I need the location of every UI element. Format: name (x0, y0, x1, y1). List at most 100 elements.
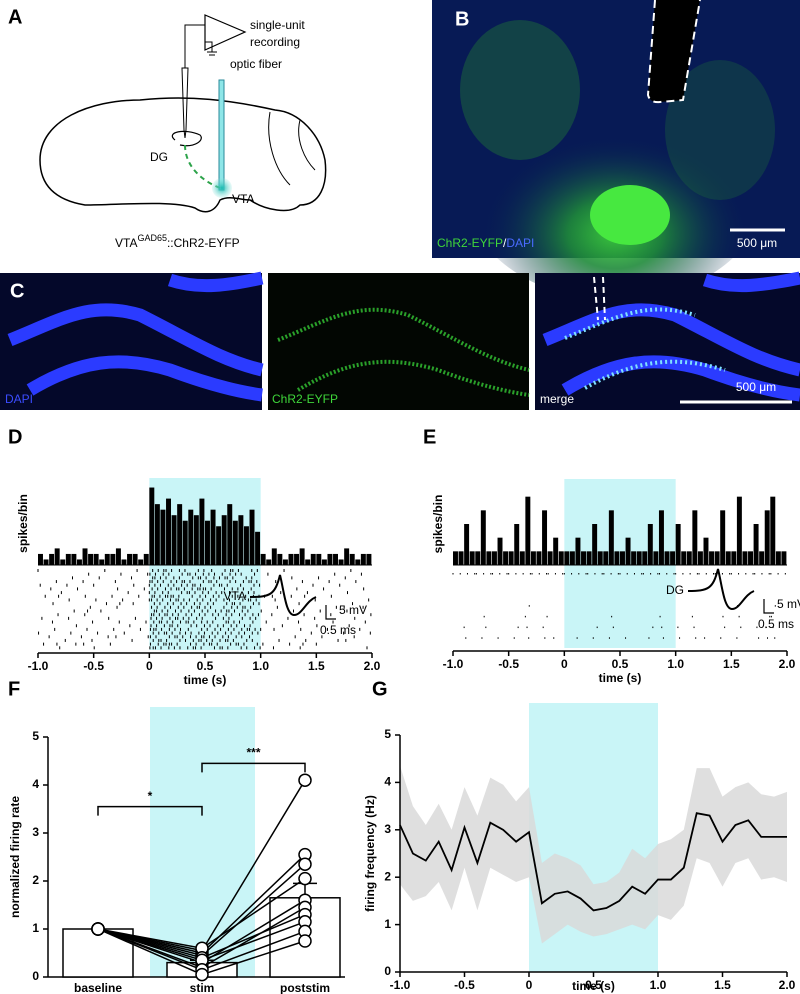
label: GAD65 (137, 233, 167, 243)
histogram-bar (127, 553, 133, 565)
image-label: merge (540, 392, 574, 406)
histogram-bar (736, 496, 742, 565)
histogram-bar (525, 496, 531, 565)
y-tick-label: 1 (384, 917, 391, 931)
histogram-bar (71, 553, 77, 565)
scale-bar (325, 605, 336, 620)
histogram-bar (675, 524, 681, 565)
histogram-bar (759, 551, 765, 565)
image-label: ChR2-EYFP (272, 392, 338, 406)
scale-label: 5 mV (777, 597, 800, 611)
genotype: VTAGAD65::ChR2-EYFP (115, 233, 240, 250)
histogram-bar (43, 559, 49, 565)
histogram-bar (171, 515, 177, 565)
x-axis-label: time (s) (599, 671, 642, 685)
scale-label: 500 μm (736, 380, 776, 394)
label: recording (250, 35, 300, 49)
scale-label: 0.5 ms (320, 623, 356, 637)
histogram-bar (360, 553, 366, 565)
stim-shade (150, 707, 255, 977)
x-tick-label: 2.0 (779, 657, 796, 671)
histogram-bar (597, 551, 603, 565)
histogram-bar (664, 551, 670, 565)
significance-label: * (148, 789, 153, 803)
histogram-bar (742, 551, 748, 565)
panel-letter: G (372, 678, 388, 700)
histogram-bar (748, 551, 753, 565)
wire (184, 24, 217, 60)
histogram-bar (670, 551, 676, 565)
x-tick-label: 1.0 (667, 657, 684, 671)
x-tick-label: 2.0 (779, 978, 796, 992)
y-tick-label: 4 (384, 775, 391, 789)
electrode (181, 67, 189, 139)
histogram-bar (703, 537, 709, 565)
histogram-bar (608, 510, 614, 565)
histogram-bar (697, 551, 703, 565)
histogram-bar (82, 548, 88, 565)
histogram-bar (110, 553, 116, 565)
histogram-bar (614, 551, 620, 565)
histogram-bar (177, 504, 183, 565)
histogram-bar (188, 509, 194, 565)
histogram-bar (530, 551, 536, 565)
y-tick-label: 3 (32, 825, 39, 839)
label: single-unit (250, 18, 305, 32)
histogram-bar (321, 559, 327, 565)
histogram-bar (720, 510, 726, 565)
label: VTA (115, 236, 137, 250)
optic-fiber (218, 79, 225, 191)
x-tick-label: 2.0 (364, 659, 381, 673)
x-tick-label: 0 (526, 978, 533, 992)
histogram-bar (227, 504, 233, 565)
label: / (503, 236, 507, 250)
x-tick-label: 1.0 (252, 659, 269, 673)
panel-letter: E (423, 426, 436, 448)
histogram-bar (260, 553, 266, 565)
label: ::ChR2-EYFP (167, 236, 240, 250)
label: DG (150, 150, 168, 164)
x-axis-label: time (s) (572, 979, 615, 993)
x-tick-label: 0.5 (197, 659, 214, 673)
cell-point (298, 857, 312, 871)
histogram-bar (221, 515, 227, 565)
histogram-bar (542, 510, 548, 565)
histogram-bar (333, 553, 338, 565)
histogram-bar (453, 551, 458, 565)
y-tick-label: 0 (384, 964, 391, 978)
y-axis-label: firing frequency (Hz) (363, 795, 377, 912)
histogram-bar (299, 548, 305, 565)
y-tick-label: 4 (32, 777, 39, 791)
histogram-bar (349, 553, 355, 565)
label: VTA (232, 192, 254, 206)
scale-label: 5 mV (339, 603, 367, 617)
histogram-bar (581, 551, 586, 565)
histogram-bar (647, 524, 653, 565)
histogram-bar (709, 551, 715, 565)
panel-b: B ChR2-EYFP/DAPI 500 μm (432, 0, 800, 300)
histogram-bar (193, 515, 199, 565)
histogram-bar (536, 551, 542, 565)
cell-layer (7, 271, 264, 402)
histogram-bar (243, 526, 249, 565)
x-tick-label: -1.0 (443, 657, 464, 671)
x-tick-label: -1.0 (390, 978, 411, 992)
unit-label: VTA (224, 589, 246, 603)
projection (184, 144, 221, 189)
histogram-bar (310, 553, 316, 565)
x-tick-label: baseline (74, 981, 122, 994)
histogram-bar (625, 537, 631, 565)
histogram-bar (205, 520, 210, 565)
x-tick-label: 0.5 (585, 978, 602, 992)
label: DAPI (506, 236, 534, 250)
histogram-bar (553, 537, 559, 565)
mean-line (399, 812, 787, 912)
y-tick-label: 1 (32, 921, 39, 935)
cell-point (298, 934, 312, 948)
histogram-bar (475, 551, 481, 565)
histogram-bar (508, 551, 514, 565)
scale-bar (763, 599, 774, 614)
histogram-bar (49, 553, 55, 565)
histogram-bar (316, 553, 322, 565)
